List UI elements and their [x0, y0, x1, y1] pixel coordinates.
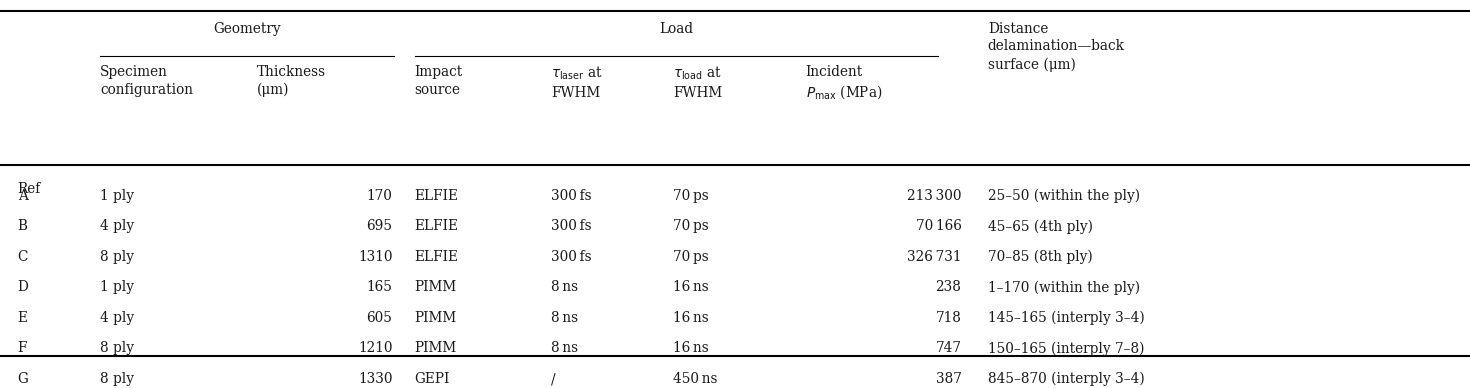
Text: 238: 238 [935, 281, 961, 294]
Text: 70 166: 70 166 [916, 219, 961, 233]
Text: 16 ns: 16 ns [673, 341, 709, 355]
Text: PIMM: PIMM [415, 311, 457, 325]
Text: 25–50 (within the ply): 25–50 (within the ply) [988, 189, 1139, 203]
Text: 450 ns: 450 ns [673, 372, 717, 386]
Text: 4 ply: 4 ply [100, 311, 134, 325]
Text: GEPI: GEPI [415, 372, 450, 386]
Text: ELFIE: ELFIE [415, 250, 459, 264]
Text: PIMM: PIMM [415, 281, 457, 294]
Text: 70–85 (8th ply): 70–85 (8th ply) [988, 249, 1092, 264]
Text: Thickness
(μm): Thickness (μm) [257, 65, 326, 97]
Text: D: D [18, 281, 28, 294]
Text: 1310: 1310 [359, 250, 392, 264]
Text: Geometry: Geometry [213, 22, 281, 36]
Text: 718: 718 [935, 311, 961, 325]
Text: 1 ply: 1 ply [100, 189, 134, 203]
Text: 1210: 1210 [359, 341, 392, 355]
Text: 8 ply: 8 ply [100, 372, 134, 386]
Text: 300 fs: 300 fs [551, 189, 592, 203]
Text: /: / [551, 372, 556, 386]
Text: $\tau_{\mathrm{laser}}$ at
FWHM: $\tau_{\mathrm{laser}}$ at FWHM [551, 65, 603, 100]
Text: Impact
source: Impact source [415, 65, 463, 97]
Text: ELFIE: ELFIE [415, 189, 459, 203]
Text: 213 300: 213 300 [907, 189, 961, 203]
Text: 70 ps: 70 ps [673, 250, 709, 264]
Text: 145–165 (interply 3–4): 145–165 (interply 3–4) [988, 311, 1145, 325]
Text: Load: Load [659, 22, 694, 36]
Text: 8 ns: 8 ns [551, 311, 578, 325]
Text: 8 ply: 8 ply [100, 250, 134, 264]
Text: ELFIE: ELFIE [415, 219, 459, 233]
Text: 300 fs: 300 fs [551, 219, 592, 233]
Text: 70 ps: 70 ps [673, 189, 709, 203]
Text: 747: 747 [935, 341, 961, 355]
Text: G: G [18, 372, 28, 386]
Text: 1 ply: 1 ply [100, 281, 134, 294]
Text: PIMM: PIMM [415, 341, 457, 355]
Text: Incident
$P_{\mathrm{max}}$ (MPa): Incident $P_{\mathrm{max}}$ (MPa) [806, 65, 882, 101]
Text: E: E [18, 311, 28, 325]
Text: 150–165 (interply 7–8): 150–165 (interply 7–8) [988, 341, 1144, 356]
Text: 4 ply: 4 ply [100, 219, 134, 233]
Text: 16 ns: 16 ns [673, 281, 709, 294]
Text: 605: 605 [366, 311, 392, 325]
Text: 8 ns: 8 ns [551, 341, 578, 355]
Text: 70 ps: 70 ps [673, 219, 709, 233]
Text: 8 ply: 8 ply [100, 341, 134, 355]
Text: B: B [18, 219, 28, 233]
Text: 300 fs: 300 fs [551, 250, 592, 264]
Text: A: A [18, 189, 28, 203]
Text: C: C [18, 250, 28, 264]
Text: Specimen
configuration: Specimen configuration [100, 65, 193, 97]
Text: 45–65 (4th ply): 45–65 (4th ply) [988, 219, 1092, 234]
Text: 326 731: 326 731 [907, 250, 961, 264]
Text: 1–170 (within the ply): 1–170 (within the ply) [988, 280, 1139, 294]
Text: Ref: Ref [18, 182, 41, 196]
Text: 16 ns: 16 ns [673, 311, 709, 325]
Text: 8 ns: 8 ns [551, 281, 578, 294]
Text: 695: 695 [366, 219, 392, 233]
Text: 1330: 1330 [359, 372, 392, 386]
Text: 170: 170 [366, 189, 392, 203]
Text: F: F [18, 341, 26, 355]
Text: 845–870 (interply 3–4): 845–870 (interply 3–4) [988, 372, 1145, 386]
Text: $\tau_{\mathrm{load}}$ at
FWHM: $\tau_{\mathrm{load}}$ at FWHM [673, 65, 723, 100]
Text: 387: 387 [935, 372, 961, 386]
Text: Distance
delamination—back
surface (μm): Distance delamination—back surface (μm) [988, 22, 1125, 72]
Text: 165: 165 [366, 281, 392, 294]
